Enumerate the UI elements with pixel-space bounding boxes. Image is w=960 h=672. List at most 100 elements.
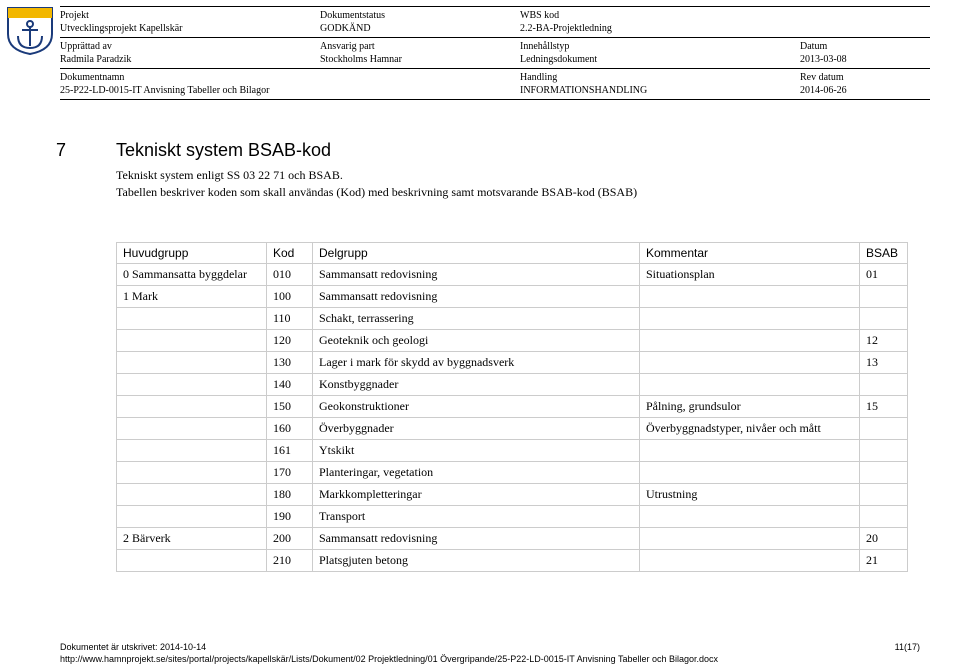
header-row-1: ProjektUtvecklingsprojekt KapellskärDoku… <box>60 7 930 38</box>
table-cell: Transport <box>313 506 640 528</box>
header-label: Upprättad av <box>60 40 316 53</box>
table-cell <box>860 286 908 308</box>
table-column-header: Delgrupp <box>313 243 640 264</box>
table-cell: Utrustning <box>640 484 860 506</box>
header-row-3: Dokumentnamn25-P22-LD-0015-IT Anvisning … <box>60 69 930 99</box>
table-cell <box>860 484 908 506</box>
header-value: Radmila Paradzik <box>60 53 316 66</box>
table-cell <box>640 308 860 330</box>
table-cell <box>117 484 267 506</box>
footer-page: 11(17) <box>895 642 920 652</box>
table-cell: Lager i mark för skydd av byggnadsverk <box>313 352 640 374</box>
header-value: Utvecklingsprojekt Kapellskär <box>60 22 316 35</box>
table-cell <box>117 330 267 352</box>
table-cell: 13 <box>860 352 908 374</box>
header-label: WBS kod <box>520 9 796 22</box>
table-cell <box>117 352 267 374</box>
table-column-header: Kod <box>267 243 313 264</box>
table-row: 170Planteringar, vegetation <box>117 462 908 484</box>
table-cell: Sammansatt redovisning <box>313 286 640 308</box>
table-cell: Platsgjuten betong <box>313 550 640 572</box>
section-paragraph: Tabellen beskriver koden som skall använ… <box>116 184 920 201</box>
header-value: 2014-06-26 <box>800 84 916 97</box>
header-cell: ProjektUtvecklingsprojekt Kapellskär <box>60 7 320 37</box>
table-cell: 160 <box>267 418 313 440</box>
footer-url: http://www.hamnprojekt.se/sites/portal/p… <box>60 654 920 664</box>
header-cell <box>800 7 920 37</box>
table-cell: Geoteknik och geologi <box>313 330 640 352</box>
table-cell: 01 <box>860 264 908 286</box>
table-cell: 120 <box>267 330 313 352</box>
table-cell <box>860 418 908 440</box>
table-cell: 190 <box>267 506 313 528</box>
header-label: Dokumentnamn <box>60 71 516 84</box>
header-cell: Dokumentnamn25-P22-LD-0015-IT Anvisning … <box>60 69 520 99</box>
table-cell: 110 <box>267 308 313 330</box>
header-label: Handling <box>520 71 796 84</box>
table-row: 110Schakt, terrassering <box>117 308 908 330</box>
table-cell <box>117 506 267 528</box>
table-row: 0 Sammansatta byggdelar010Sammansatt red… <box>117 264 908 286</box>
table-row: 160ÖverbyggnaderÖverbyggnadstyper, nivåe… <box>117 418 908 440</box>
table-cell <box>640 506 860 528</box>
header-label: Datum <box>800 40 916 53</box>
table-cell: Planteringar, vegetation <box>313 462 640 484</box>
table-cell: Geokonstruktioner <box>313 396 640 418</box>
table-column-header: Huvudgrupp <box>117 243 267 264</box>
header-cell: DokumentstatusGODKÄND <box>320 7 520 37</box>
table-row: 120Geoteknik och geologi 12 <box>117 330 908 352</box>
header-label: Innehållstyp <box>520 40 796 53</box>
table-cell: 161 <box>267 440 313 462</box>
table-cell: Överbyggnader <box>313 418 640 440</box>
table-cell: 140 <box>267 374 313 396</box>
table-header-row: HuvudgruppKodDelgruppKommentarBSAB <box>117 243 908 264</box>
table-row: 140Konstbyggnader <box>117 374 908 396</box>
bsab-table-wrap: HuvudgruppKodDelgruppKommentarBSAB 0 Sam… <box>116 242 908 572</box>
header-cell: Ansvarig partStockholms Hamnar <box>320 38 520 68</box>
table-cell: 100 <box>267 286 313 308</box>
table-cell: Situationsplan <box>640 264 860 286</box>
header-label: Projekt <box>60 9 316 22</box>
table-cell: 21 <box>860 550 908 572</box>
section-paragraph: Tekniskt system enligt SS 03 22 71 och B… <box>116 167 920 184</box>
header-cell: InnehållstypLedningsdokument <box>520 38 800 68</box>
table-cell: 130 <box>267 352 313 374</box>
table-cell <box>117 308 267 330</box>
table-cell: Överbyggnadstyper, nivåer och mått <box>640 418 860 440</box>
bsab-table: HuvudgruppKodDelgruppKommentarBSAB 0 Sam… <box>116 242 908 572</box>
header-cell: Rev datum2014-06-26 <box>800 69 920 99</box>
table-cell: Ytskikt <box>313 440 640 462</box>
header-value: GODKÄND <box>320 22 516 35</box>
table-cell <box>640 462 860 484</box>
header-value: 2.2-BA-Projektledning <box>520 22 796 35</box>
header-label: Dokumentstatus <box>320 9 516 22</box>
table-cell <box>640 286 860 308</box>
table-cell: 150 <box>267 396 313 418</box>
header-value: Stockholms Hamnar <box>320 53 516 66</box>
table-body: 0 Sammansatta byggdelar010Sammansatt red… <box>117 264 908 572</box>
section-7: 7 Tekniskt system BSAB-kod Tekniskt syst… <box>56 140 920 201</box>
table-cell: Sammansatt redovisning <box>313 264 640 286</box>
anchor-shield-icon <box>4 4 56 56</box>
table-column-header: BSAB <box>860 243 908 264</box>
table-cell: Konstbyggnader <box>313 374 640 396</box>
table-cell: Pålning, grundsulor <box>640 396 860 418</box>
table-row: 190Transport <box>117 506 908 528</box>
header-value: INFORMATIONSHANDLING <box>520 84 796 97</box>
header-cell: Upprättad avRadmila Paradzik <box>60 38 320 68</box>
header-value: 2013-03-08 <box>800 53 916 66</box>
page-footer: Dokumentet är utskrivet: 2014-10-14 11(1… <box>60 642 920 664</box>
table-cell <box>117 396 267 418</box>
table-cell <box>640 330 860 352</box>
table-cell: 12 <box>860 330 908 352</box>
table-cell <box>640 440 860 462</box>
header-value: 25-P22-LD-0015-IT Anvisning Tabeller och… <box>60 84 516 97</box>
table-cell <box>860 506 908 528</box>
table-cell: Markkompletteringar <box>313 484 640 506</box>
header-cell: HandlingINFORMATIONSHANDLING <box>520 69 800 99</box>
table-cell: 1 Mark <box>117 286 267 308</box>
header-label: Rev datum <box>800 71 916 84</box>
header-cell: WBS kod2.2-BA-Projektledning <box>520 7 800 37</box>
table-cell: 2 Bärverk <box>117 528 267 550</box>
table-cell: Sammansatt redovisning <box>313 528 640 550</box>
